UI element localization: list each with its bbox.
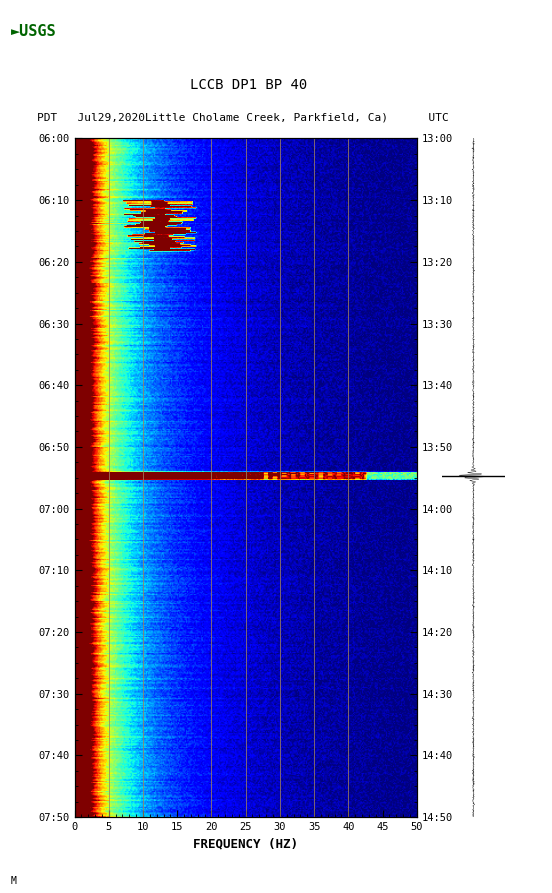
- Text: LCCB DP1 BP 40: LCCB DP1 BP 40: [190, 78, 307, 92]
- Text: M: M: [11, 876, 17, 886]
- Text: ►USGS: ►USGS: [11, 24, 57, 38]
- X-axis label: FREQUENCY (HZ): FREQUENCY (HZ): [193, 838, 298, 850]
- Text: PDT   Jul29,2020Little Cholame Creek, Parkfield, Ca)      UTC: PDT Jul29,2020Little Cholame Creek, Park…: [37, 113, 449, 123]
